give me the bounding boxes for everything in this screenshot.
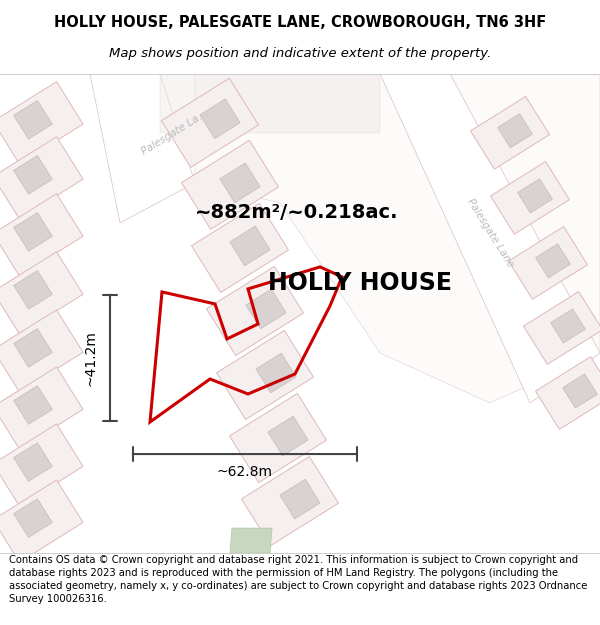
- Text: Map shows position and indicative extent of the property.: Map shows position and indicative extent…: [109, 47, 491, 59]
- Polygon shape: [14, 329, 52, 367]
- Polygon shape: [0, 424, 83, 506]
- Polygon shape: [536, 244, 571, 278]
- Text: HOLLY HOUSE, PALESGATE LANE, CROWBOROUGH, TN6 3HF: HOLLY HOUSE, PALESGATE LANE, CROWBOROUGH…: [54, 14, 546, 29]
- Polygon shape: [536, 357, 600, 429]
- Polygon shape: [14, 213, 52, 251]
- Polygon shape: [200, 99, 240, 139]
- Polygon shape: [90, 74, 195, 223]
- Polygon shape: [470, 96, 550, 169]
- Polygon shape: [161, 78, 259, 168]
- Polygon shape: [160, 74, 380, 132]
- Polygon shape: [230, 226, 270, 266]
- Polygon shape: [14, 386, 52, 424]
- Polygon shape: [230, 528, 272, 553]
- Polygon shape: [491, 161, 569, 234]
- Polygon shape: [524, 292, 600, 364]
- Text: ~882m²/~0.218ac.: ~882m²/~0.218ac.: [195, 203, 398, 222]
- Text: ~41.2m: ~41.2m: [83, 330, 97, 386]
- Text: ~62.8m: ~62.8m: [217, 465, 273, 479]
- Polygon shape: [14, 271, 52, 309]
- Polygon shape: [518, 179, 553, 213]
- Polygon shape: [0, 310, 83, 392]
- Polygon shape: [14, 499, 52, 538]
- Polygon shape: [14, 442, 52, 481]
- Polygon shape: [280, 479, 320, 519]
- Polygon shape: [14, 156, 52, 194]
- Polygon shape: [206, 266, 304, 356]
- Polygon shape: [195, 74, 600, 403]
- Text: Palesgate La...: Palesgate La...: [140, 109, 210, 157]
- Polygon shape: [0, 480, 83, 562]
- Polygon shape: [509, 227, 587, 299]
- Polygon shape: [0, 137, 83, 219]
- Polygon shape: [246, 289, 286, 329]
- Text: Contains OS data © Crown copyright and database right 2021. This information is : Contains OS data © Crown copyright and d…: [9, 554, 587, 604]
- Polygon shape: [220, 163, 260, 202]
- Polygon shape: [182, 140, 278, 229]
- Polygon shape: [217, 331, 313, 419]
- Polygon shape: [497, 114, 532, 148]
- Polygon shape: [0, 194, 83, 276]
- Polygon shape: [256, 353, 296, 393]
- Polygon shape: [0, 82, 83, 164]
- Polygon shape: [551, 309, 586, 343]
- Polygon shape: [242, 456, 338, 546]
- Polygon shape: [563, 374, 598, 408]
- Polygon shape: [191, 203, 289, 292]
- Text: Palesgate Lane: Palesgate Lane: [465, 197, 515, 269]
- Polygon shape: [230, 394, 326, 482]
- Polygon shape: [268, 416, 308, 456]
- Polygon shape: [14, 101, 52, 139]
- Polygon shape: [0, 252, 83, 334]
- Polygon shape: [380, 74, 600, 403]
- Text: HOLLY HOUSE: HOLLY HOUSE: [268, 271, 452, 295]
- Polygon shape: [0, 367, 83, 449]
